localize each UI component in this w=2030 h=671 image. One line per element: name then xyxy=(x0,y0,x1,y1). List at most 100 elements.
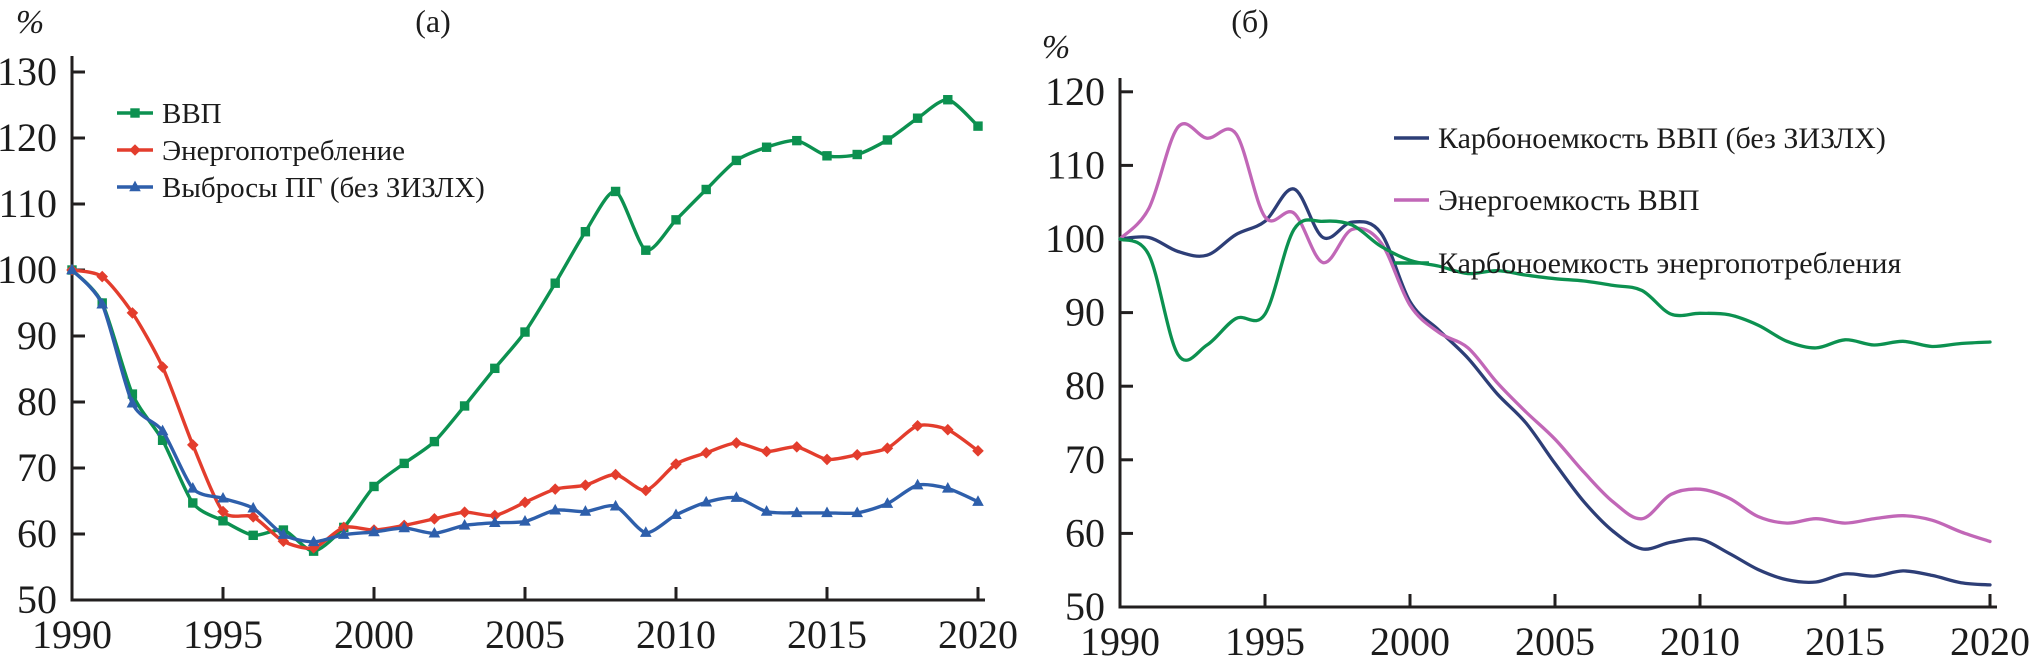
square-marker-icon xyxy=(127,389,138,399)
x-tick-label: 2005 xyxy=(1515,619,1595,664)
diamond-marker-icon xyxy=(911,419,924,432)
triangle-marker-icon xyxy=(791,506,803,518)
x-tick-label: 1995 xyxy=(183,612,263,657)
triangle-marker-icon xyxy=(428,526,441,538)
diamond-marker-icon xyxy=(730,437,743,449)
square-marker-icon xyxy=(912,113,923,123)
square-marker-icon xyxy=(671,215,681,225)
square-marker-icon xyxy=(761,142,772,152)
legend-label: Выбросы ПГ (без ЗИЗЛХ) xyxy=(162,172,485,204)
triangle-marker-icon xyxy=(187,482,199,493)
diamond-marker-icon xyxy=(156,361,169,373)
y-tick-label: 110 xyxy=(0,181,57,226)
series-line-2 xyxy=(1118,218,1992,362)
y-tick-label: 80 xyxy=(17,379,57,424)
square-marker-icon xyxy=(248,530,258,541)
x-tick-label: 2010 xyxy=(1660,619,1740,664)
triangle-marker-icon xyxy=(489,516,501,527)
y-tick-label: 110 xyxy=(1046,142,1105,187)
diamond-marker-icon xyxy=(96,270,108,283)
diamond-marker-icon xyxy=(187,439,199,451)
legend-label: Энергопотребление xyxy=(162,135,405,167)
square-marker-icon xyxy=(157,435,168,445)
triangle-marker-icon xyxy=(519,515,531,526)
y-tick-label: 80 xyxy=(1065,363,1105,408)
square-marker-icon xyxy=(459,401,470,411)
x-tick-label: 2000 xyxy=(1370,619,1450,664)
triangle-marker-icon xyxy=(277,528,290,539)
y-tick-label: 50 xyxy=(17,577,57,622)
triangle-marker-icon xyxy=(670,508,682,520)
diamond-marker-icon xyxy=(700,447,712,459)
x-tick-label: 1990 xyxy=(1080,619,1160,664)
y-tick-label: 130 xyxy=(0,49,57,94)
y-tick-label: 60 xyxy=(1065,510,1105,555)
percent-axis-unit-label: % xyxy=(1042,29,1070,66)
diamond-marker-icon xyxy=(670,458,682,470)
triangle-marker-icon xyxy=(640,526,652,537)
triangle-marker-icon xyxy=(368,525,380,537)
square-marker-icon xyxy=(852,149,862,160)
diamond-marker-icon xyxy=(851,449,863,461)
axis-lines xyxy=(70,56,985,602)
x-tick-label: 2000 xyxy=(334,612,414,657)
diamond-marker-icon xyxy=(217,505,229,518)
diamond-marker-icon xyxy=(881,442,894,454)
square-marker-icon xyxy=(701,184,711,195)
diamond-marker-icon xyxy=(519,496,531,509)
percent-axis-unit-label: % xyxy=(16,4,44,41)
triangle-marker-icon xyxy=(700,495,712,507)
triangle-marker-icon xyxy=(247,501,259,513)
diamond-marker-icon xyxy=(609,468,622,481)
series-line-1 xyxy=(1118,122,1992,544)
x-tick-label: 1990 xyxy=(32,612,112,657)
square-marker-icon xyxy=(882,135,893,145)
y-tick-label: 100 xyxy=(1045,216,1105,261)
square-marker-icon xyxy=(731,155,742,166)
diamond-marker-icon xyxy=(489,509,501,522)
triangle-marker-icon xyxy=(458,519,471,530)
triangle-marker-icon xyxy=(881,497,894,508)
square-marker-icon xyxy=(822,151,832,161)
triangle-marker-icon xyxy=(730,491,743,502)
triangle-marker-icon xyxy=(579,505,592,516)
triangle-marker-icon xyxy=(549,503,561,515)
triangle-marker-icon xyxy=(338,528,350,539)
square-marker-icon xyxy=(550,278,560,288)
y-tick-label: 50 xyxy=(1065,584,1105,629)
square-marker-icon xyxy=(641,245,651,255)
diamond-marker-icon xyxy=(549,483,561,495)
diamond-marker-icon xyxy=(821,453,833,466)
diamond-marker-icon xyxy=(307,542,320,554)
panel-title: (б) xyxy=(1231,3,1269,39)
x-tick-label: 2020 xyxy=(1950,619,2030,664)
triangle-marker-icon xyxy=(851,506,863,518)
diamond-marker-icon xyxy=(579,479,592,491)
triangle-marker-icon xyxy=(911,478,924,490)
diamond-marker-icon xyxy=(129,144,141,156)
square-marker-icon xyxy=(188,498,198,508)
y-tick-label: 70 xyxy=(1065,437,1105,482)
square-marker-icon xyxy=(610,186,621,197)
triangle-marker-icon xyxy=(972,495,984,506)
triangle-marker-icon xyxy=(398,521,410,533)
square-marker-icon xyxy=(429,436,440,447)
diamond-marker-icon xyxy=(942,423,954,436)
y-tick-label: 90 xyxy=(17,313,57,358)
y-tick-label: 100 xyxy=(0,247,57,292)
triangle-marker-icon xyxy=(129,180,141,192)
triangle-marker-icon xyxy=(821,506,833,518)
x-tick-label: 2010 xyxy=(636,612,716,657)
triangle-marker-icon xyxy=(156,424,169,436)
series-line-0 xyxy=(1118,187,1992,587)
square-marker-icon xyxy=(792,135,802,146)
legend-label: Карбоноемкость ВВП (без ЗИЗЛХ) xyxy=(1438,122,1886,155)
x-tick-label: 2015 xyxy=(787,612,867,657)
y-tick-label: 70 xyxy=(17,445,57,490)
triangle-marker-icon xyxy=(217,491,229,503)
square-marker-icon xyxy=(943,95,953,105)
x-tick-label: 1995 xyxy=(1225,619,1305,664)
square-marker-icon xyxy=(973,121,983,131)
